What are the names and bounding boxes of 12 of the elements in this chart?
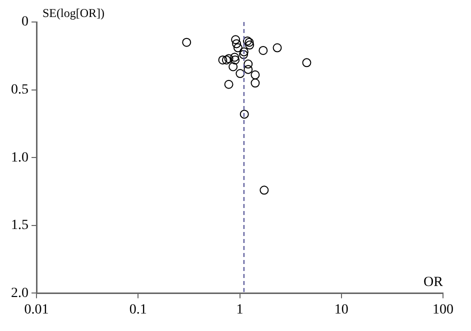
x-axis-title: OR — [424, 274, 444, 290]
x-tick-label: 0.1 — [129, 302, 147, 318]
y-tick-label: 0 — [22, 14, 28, 30]
y-tick-label: 0.5 — [11, 82, 28, 98]
y-tick-label: 1.5 — [11, 218, 28, 234]
x-tick-label: 10 — [334, 302, 348, 318]
y-tick-label: 2.0 — [11, 286, 28, 301]
y-axis-title: SE(log[OR]) — [42, 6, 104, 20]
x-tick-label: 0.01 — [24, 302, 49, 318]
x-tick-label: 1 — [236, 302, 244, 318]
y-tick-label: 1.0 — [11, 150, 28, 166]
x-tick-label: 100 — [432, 302, 454, 318]
